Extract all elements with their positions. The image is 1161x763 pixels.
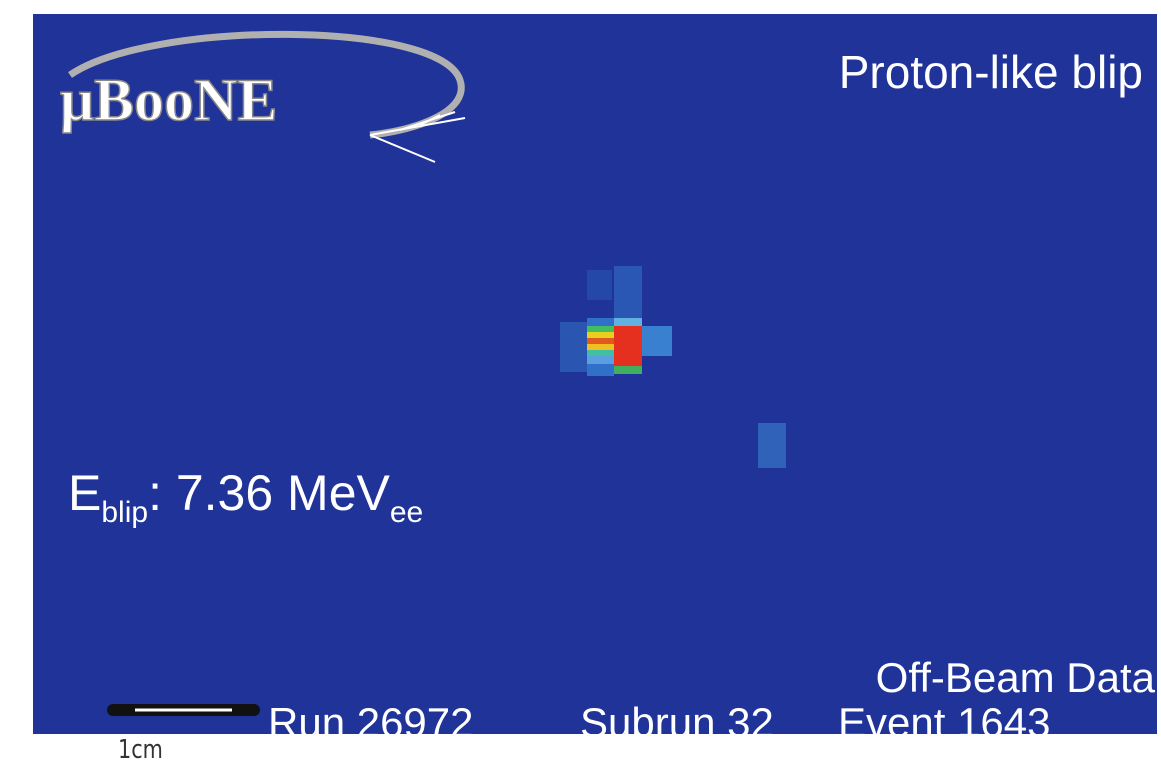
event-number: Event 1643: [838, 699, 1051, 746]
blip-label: Proton-like blip: [839, 46, 1143, 98]
logo-text: μBooNE: [60, 67, 277, 133]
run: Run 26972: [268, 699, 474, 746]
energy-value: : 7.36 MeV: [148, 465, 390, 521]
energy-symbol: E: [68, 465, 101, 521]
event-info: Run 26972 Subrun 32 Event 1643: [268, 699, 1051, 746]
event-display: μBooNE Proton-like blip Eblip: 7.36 MeVe…: [0, 0, 1161, 763]
scale-label: 1cm: [118, 734, 163, 763]
data-source: Off-Beam Data: [876, 654, 1156, 701]
energy-symbol-sub: blip: [101, 496, 148, 529]
subrun: Subrun 32: [580, 699, 774, 746]
energy-unit-sub: ee: [390, 496, 423, 529]
